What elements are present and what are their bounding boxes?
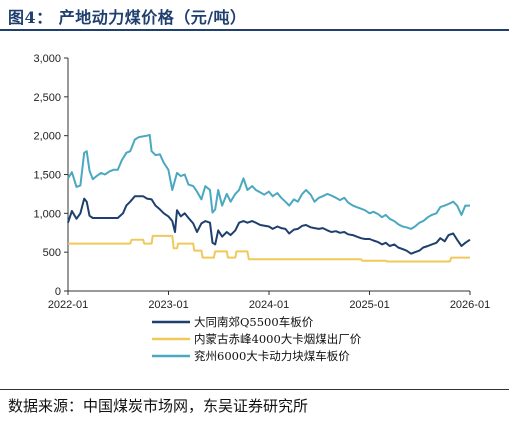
y-tick-label: 3,000 (33, 53, 61, 65)
source-rule (0, 389, 509, 390)
x-tick-label: 2024-01 (249, 299, 289, 311)
x-tick-label: 2022-01 (48, 299, 88, 311)
series-line-3 (67, 133, 470, 230)
series-layer (67, 133, 471, 263)
title-rule (0, 29, 509, 31)
y-tick-label: 1,000 (33, 208, 61, 220)
series-line-1 (67, 195, 471, 255)
legend-label-3: 兖州6000大卡动力块煤车板价 (194, 349, 350, 363)
legend-label-2: 内蒙古赤峰4000大卡烟煤出厂价 (194, 332, 362, 346)
legend-label-1: 大同南郊Q5500车板价 (194, 315, 314, 329)
source-note: 数据来源：中国煤炭市场网，东吴证券研究所 (8, 397, 309, 415)
x-tick-label: 2023-01 (148, 299, 188, 311)
series-line-2 (68, 234, 470, 263)
y-tick-label: 500 (43, 247, 61, 259)
y-tick-label: 2,500 (33, 92, 61, 104)
chart-axes: 0 500 1,000 1,500 2,000 2,500 3,000 2022-01 2023… (33, 53, 490, 311)
y-tick-label: 2,000 (33, 131, 61, 143)
price-line-chart: 0 500 1,000 1,500 2,000 2,500 3,000 2022-01 2023… (33, 53, 490, 363)
x-tick-label: 2026-01 (450, 299, 490, 311)
chart-title: 图4： 产地动力煤价格（元/吨） (8, 8, 247, 27)
y-tick-label: 0 (55, 286, 61, 298)
x-tick-label: 2025-01 (349, 299, 389, 311)
y-tick-label: 1,500 (33, 170, 61, 182)
chart-legend: 大同南郊Q5500车板价内蒙古赤峰4000大卡烟煤出厂价兖州6000大卡动力块煤… (152, 315, 362, 363)
